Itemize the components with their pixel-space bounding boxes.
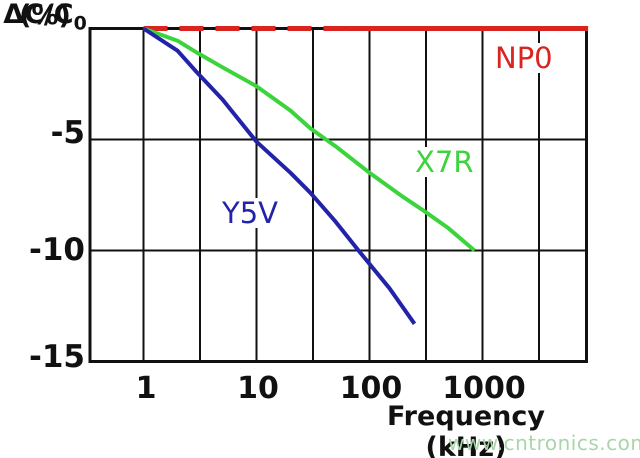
y-axis-title-main: ΔC/C: [3, 0, 74, 30]
y-tick-minus5: -5: [50, 115, 85, 151]
y-axis-title: ΔC/C0: [0, 0, 90, 38]
x-tick-10: 10: [237, 371, 279, 406]
y-axis-title-sub: 0: [73, 12, 87, 35]
y-tick-minus10: -10: [28, 232, 85, 268]
x-axis-title: Frequency (kHz): [386, 401, 546, 458]
y-axis-units: (%): [19, 0, 71, 31]
x-tick-1: 1: [135, 371, 157, 406]
curve-label-y5v: Y5V: [219, 198, 282, 228]
curve-label-x7r: X7R: [412, 147, 477, 177]
x-tick-1000: 1000: [442, 371, 526, 406]
y-tick-minus15: -15: [28, 339, 85, 375]
x-tick-100: 100: [339, 371, 403, 406]
watermark-text: www.cntronics.com: [448, 431, 640, 455]
curve-label-np0: NP0: [492, 43, 556, 73]
